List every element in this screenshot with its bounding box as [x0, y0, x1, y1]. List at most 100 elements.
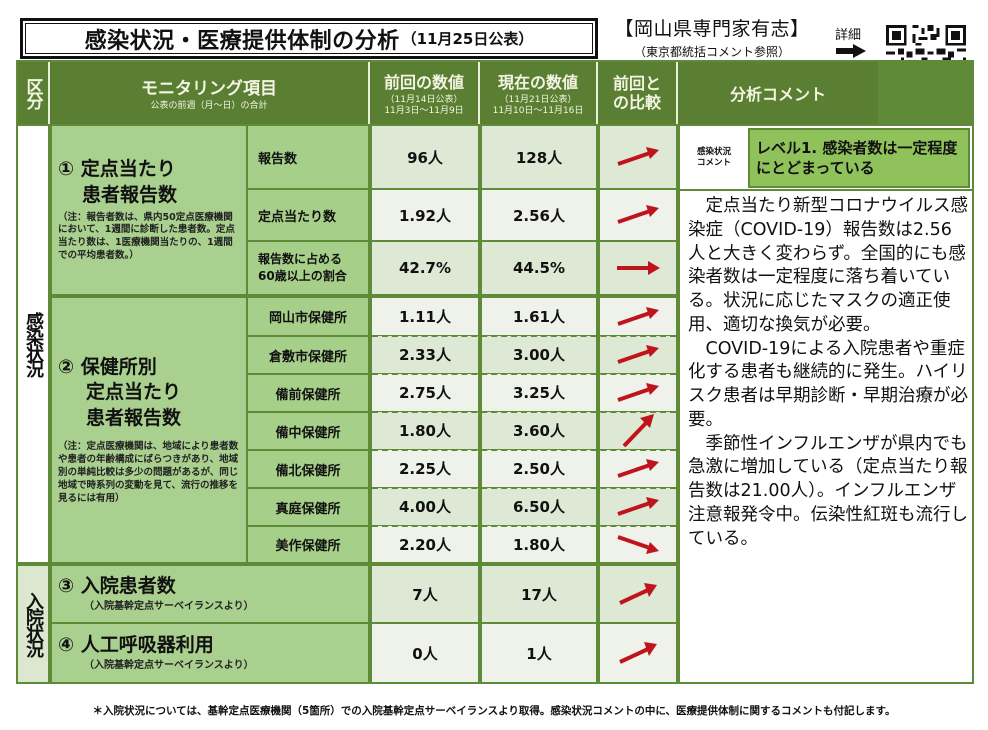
- previous-value: 1.92人: [372, 190, 478, 240]
- row-divider: [372, 335, 676, 337]
- item-2-title-line1: ② 保健所別: [58, 355, 157, 378]
- footer-note: ＊入院状況については、基幹定点医療機関（5箇所）での入院基幹定点サーベイランスよ…: [92, 705, 896, 717]
- sub-label: 報告数: [248, 126, 368, 188]
- comment-paragraph-3: 季節性インフルエンザが県内でも急激に増加している（定点当たり報告数は21.00人…: [688, 433, 968, 549]
- item-1-note: （注：報告者数は、県内50定点医療機関において、1週間に診断した患者数。定点当た…: [58, 211, 235, 261]
- trend-cell: [600, 336, 676, 373]
- item-4-title: ④ 人工呼吸器利用: [58, 634, 214, 657]
- current-value: 6.50人: [482, 488, 596, 525]
- comment-divider: [680, 189, 972, 191]
- current-value: 1.80人: [482, 526, 596, 562]
- comment-paragraph-2: COVID-19による入院患者や重症化する患者も継続的に発生。ハイリスク患者は早…: [688, 338, 968, 430]
- trend-up-arrow-icon: [617, 306, 659, 326]
- analysis-panel: [680, 126, 972, 682]
- sub-label: 備中保健所: [248, 413, 368, 449]
- column-header-previous: 前回の数値 （11月14日公表） 11月3日～11月9日: [370, 62, 480, 124]
- level-badge: レベル1. 感染者数は一定程度にとどまっている: [748, 128, 970, 188]
- category-infection: 感染状況: [18, 126, 48, 562]
- previous-value: 2.75人: [372, 374, 478, 411]
- sub-label: 真庭保健所: [248, 489, 368, 525]
- item-1-block: ① 定点当たり 患者報告数 （注：報告者数は、県内50定点医療機関において、1週…: [52, 126, 246, 294]
- sub-label: 定点当たり数: [248, 190, 368, 240]
- trend-steep-up-arrow-icon: [622, 413, 654, 447]
- health-center-rows: 岡山市保健所 1.11人 1.61人 倉敷市保健所 2.33人 3.00人 備前…: [248, 298, 676, 562]
- previous-value: 2.33人: [372, 336, 478, 373]
- current-value: 1.61人: [482, 298, 596, 335]
- trend-cell: [600, 374, 676, 411]
- row-divider: [372, 525, 676, 527]
- trend-cell: [600, 566, 676, 622]
- trend-up-arrow-icon: [619, 642, 657, 664]
- trend-cell: [600, 526, 676, 562]
- expert-subtitle: （東京都統括コメント参照）: [633, 45, 790, 59]
- trend-cell: [600, 450, 676, 487]
- previous-value: 2.20人: [372, 526, 478, 562]
- item-2-note: （注：定点医療機関は、地域により患者数や患者の年齢構成にばらつきがあり、地域別の…: [58, 441, 239, 504]
- trend-up-arrow-icon: [617, 344, 659, 364]
- previous-value: 4.00人: [372, 488, 478, 525]
- title-date: （11月25日公表）: [401, 30, 534, 48]
- item-2-title-line2: 定点当たり: [86, 381, 182, 404]
- row-divider: [372, 449, 676, 451]
- current-value: 3.60人: [482, 412, 596, 449]
- item-4-block: ④ 人工呼吸器利用 （入院基幹定点サーベイランスより）: [52, 624, 368, 682]
- current-value: 2.50人: [482, 450, 596, 487]
- trend-up-arrow-icon: [617, 147, 659, 166]
- previous-value: 7人: [372, 566, 478, 622]
- sub-label: 備前保健所: [248, 375, 368, 411]
- trend-down-arrow-icon: [617, 535, 659, 554]
- sub-label: 報告数に占める60歳以上の割合: [248, 242, 368, 294]
- previous-value: 1.11人: [372, 298, 478, 335]
- trend-up-arrow-icon: [617, 496, 659, 516]
- item-2-title-line3: 患者報告数: [86, 406, 182, 429]
- current-value: 2.56人: [482, 190, 596, 240]
- trend-up-arrow-icon: [619, 583, 657, 605]
- current-value: 17人: [482, 566, 596, 622]
- trend-up-arrow-icon: [617, 382, 659, 402]
- title-text: 感染状況・医療提供体制の分析: [84, 28, 400, 54]
- trend-cell: [600, 624, 676, 682]
- previous-value: 2.25人: [372, 450, 478, 487]
- trend-cell: [600, 298, 676, 335]
- expert-title: 【岡山県専門家有志】: [614, 18, 810, 40]
- sub-label: 倉敷市保健所: [248, 337, 368, 373]
- current-value: 3.00人: [482, 336, 596, 373]
- previous-value: 96人: [372, 126, 478, 188]
- arrow-right-icon: [836, 44, 866, 58]
- trend-cell: [600, 242, 676, 294]
- current-value: 3.25人: [482, 374, 596, 411]
- column-header-monitoring: モニタリング項目 公表の前週（月～日）の合計: [50, 62, 370, 124]
- item-1-title-line1: ① 定点当たり: [58, 158, 176, 181]
- trend-cell: [600, 412, 676, 449]
- column-header-current: 現在の数値 （11月21日公表） 11月10日～11月16日: [480, 62, 598, 124]
- previous-value: 0人: [372, 624, 478, 682]
- column-header-compare: 前回との比較: [598, 62, 678, 124]
- analysis-comment: 定点当たり新型コロナウイルス感染症（COVID-19）報告数は2.56人と大きく…: [688, 195, 968, 551]
- expert-group: 【岡山県専門家有志】 （東京都統括コメント参照）: [602, 14, 822, 60]
- trend-up-arrow-icon: [617, 458, 659, 478]
- page-title: 感染状況・医療提供体制の分析 （11月25日公表）: [20, 18, 598, 59]
- item-3-title: ③ 入院患者数: [58, 575, 176, 598]
- current-value: 128人: [482, 126, 596, 188]
- previous-value: 1.80人: [372, 412, 478, 449]
- trend-up-arrow-icon: [617, 205, 659, 224]
- comment-paragraph-1: 定点当たり新型コロナウイルス感染症（COVID-19）報告数は2.56人と大きく…: [688, 196, 968, 335]
- item-4-source: （入院基幹定点サーベイランスより）: [84, 660, 254, 672]
- column-header-category: 区分: [18, 62, 50, 124]
- trend-cell: [600, 126, 676, 188]
- current-value: 44.5%: [482, 242, 596, 294]
- row-divider: [372, 487, 676, 489]
- trend-cell: [600, 488, 676, 525]
- current-value: 1人: [482, 624, 596, 682]
- item-2-block: ② 保健所別 定点当たり 患者報告数 （注：定点医療機関は、地域により患者数や患…: [52, 298, 246, 562]
- detail-label[interactable]: 詳細: [834, 28, 861, 43]
- item-3-source: （入院基幹定点サーベイランスより）: [84, 601, 254, 613]
- comment-label: 感染状況コメント: [682, 128, 746, 188]
- trend-cell: [600, 190, 676, 240]
- column-header-analysis: 分析コメント: [678, 62, 878, 124]
- sub-label: 備北保健所: [248, 451, 368, 487]
- sub-label: 岡山市保健所: [248, 298, 368, 335]
- item-3-block: ③ 入院患者数 （入院基幹定点サーベイランスより）: [52, 566, 368, 622]
- row-divider: [372, 411, 676, 413]
- item-1-title-line2: 患者報告数: [82, 183, 178, 206]
